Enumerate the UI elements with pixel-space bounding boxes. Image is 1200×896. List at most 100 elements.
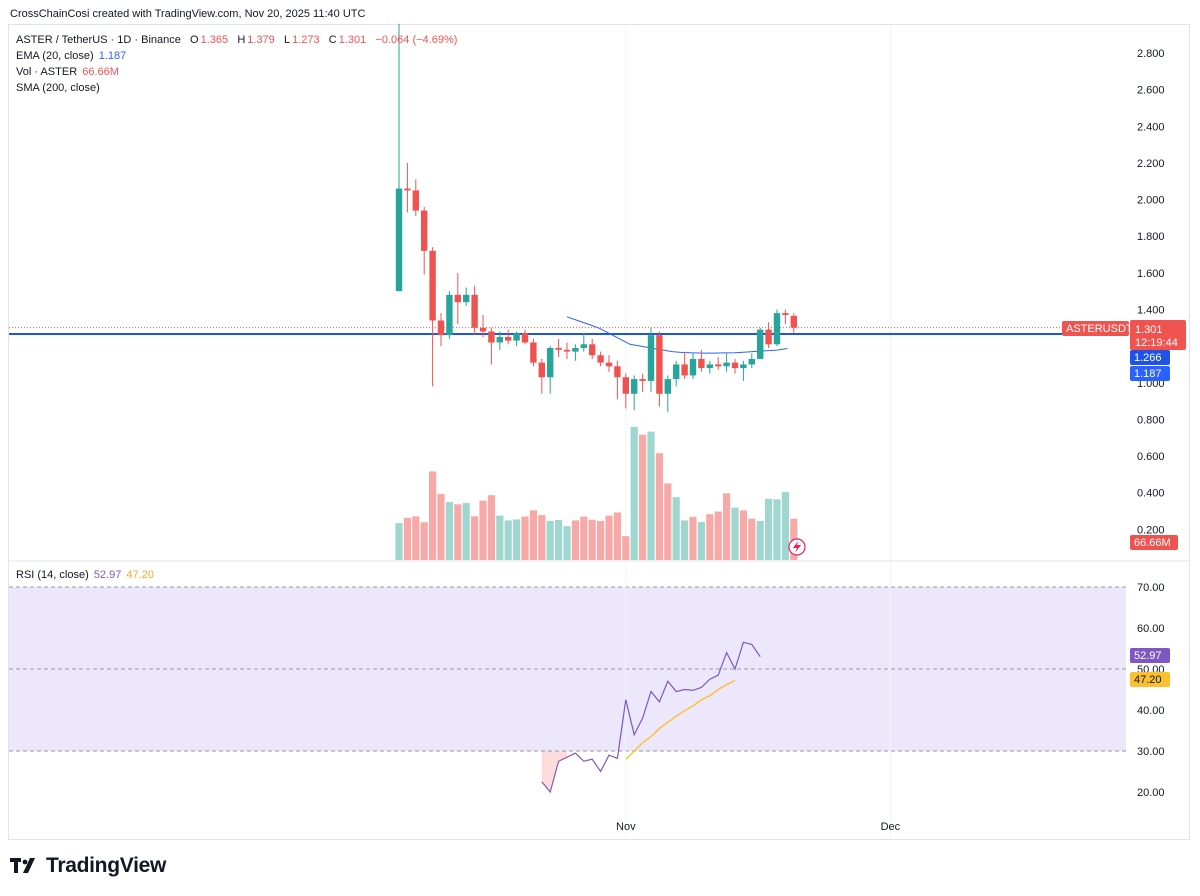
legend-change: −0.064 (−4.69%)	[375, 34, 458, 46]
legend-high-value: 1.379	[247, 34, 275, 46]
price-legend: ASTER / TetherUS · 1D · Binance O 1.365 H…	[16, 32, 457, 96]
volume-bar	[672, 497, 680, 560]
volume-bar	[765, 498, 773, 560]
price-tick-0.200: 0.200	[1137, 524, 1165, 536]
ema-20-line	[566, 316, 788, 354]
rsi-tick-40.00: 40.00	[1137, 705, 1165, 717]
volume-bar	[689, 516, 697, 560]
rsi-tick-60.00: 60.00	[1137, 623, 1165, 635]
last-price-badge-bg	[1130, 320, 1186, 350]
lightning-icon-bolt	[793, 541, 801, 553]
legend-ema-label: EMA (20, close)	[16, 50, 94, 62]
candle-body	[614, 366, 621, 378]
volume-bar	[513, 519, 521, 560]
candle-body	[765, 329, 772, 345]
volume-badge-bg	[1130, 535, 1178, 550]
candle-body	[773, 313, 781, 345]
legend-vol-value: 66.66M	[82, 66, 119, 78]
volume-bar	[395, 523, 403, 560]
volume-bar	[546, 520, 554, 560]
symbol-badge: ASTERUSDT	[1066, 323, 1133, 335]
volume-bar	[697, 522, 705, 560]
lightning-icon[interactable]	[788, 538, 806, 556]
legend-high-label: H	[237, 34, 246, 46]
volume-bar	[445, 501, 453, 560]
volume-bar	[622, 536, 630, 560]
price-tick-1.600: 1.600	[1137, 268, 1165, 280]
tradingview-logo-icon	[10, 858, 35, 873]
candle-body	[496, 336, 503, 343]
volume-bar	[647, 431, 655, 560]
candle-body	[639, 379, 646, 381]
volume-bar	[496, 515, 504, 560]
candle-body	[538, 362, 545, 378]
volume-bar	[521, 516, 529, 560]
rsi-badge: 52.97	[1134, 650, 1162, 662]
price-tick-2.800: 2.800	[1137, 48, 1165, 60]
candle-body	[395, 188, 403, 292]
candle-body	[421, 210, 428, 251]
volume-bar	[580, 516, 588, 560]
legend-close-label: C	[328, 34, 337, 46]
volume-bar	[454, 504, 462, 560]
volume-bar	[538, 515, 546, 560]
candle-body	[412, 190, 419, 211]
last-price-value: 1.301	[1135, 324, 1163, 336]
candle-body	[589, 344, 596, 356]
volume-bar	[437, 494, 445, 560]
candle-body	[748, 358, 755, 365]
legend-rsi-label: RSI (14, close)	[16, 569, 89, 581]
candle-body	[505, 336, 512, 341]
candle-body	[437, 320, 445, 336]
rsi-ma-badge: 47.20	[1134, 674, 1162, 686]
price-tick-1.800: 1.800	[1137, 231, 1165, 243]
tradingview-logo: TradingView	[10, 854, 166, 878]
candle-body	[547, 347, 554, 378]
price-tick-2.200: 2.200	[1137, 158, 1165, 170]
volume-bar	[429, 471, 437, 560]
legend-open-value: 1.365	[200, 34, 229, 46]
legend-rsi-ma-value: 47.20	[126, 569, 154, 581]
legend-ema-value: 1.187	[98, 50, 127, 62]
price-tick-0.400: 0.400	[1137, 488, 1165, 500]
price-tick-1.400: 1.400	[1137, 304, 1165, 316]
candle-body	[580, 344, 587, 348]
volume-bar	[555, 519, 563, 560]
volume-bar	[420, 522, 428, 560]
candle-body	[479, 327, 487, 332]
rsi-line	[541, 641, 761, 794]
volume-bar	[588, 519, 596, 560]
volume-bar	[714, 511, 722, 560]
chart-frame[interactable]	[8, 24, 1190, 840]
candle-body	[656, 335, 663, 394]
volume-bar	[613, 512, 621, 560]
legend-sma-label: SMA (200, close)	[16, 82, 100, 94]
candle-body	[605, 362, 613, 367]
time-tick-nov: Nov	[616, 821, 636, 833]
volume-bar	[605, 515, 613, 560]
candle-body	[530, 342, 537, 363]
rsi-badge-bg	[1130, 648, 1170, 663]
candle-body	[706, 364, 713, 369]
price-tick-2.000: 2.000	[1137, 195, 1165, 207]
candle-body	[681, 364, 688, 376]
volume-bar	[706, 514, 714, 560]
price-tick-2.400: 2.400	[1137, 121, 1165, 133]
rsi-ma-line	[625, 679, 736, 760]
candle-body	[446, 294, 453, 336]
legend-row-symbol: ASTER / TetherUS · 1D · Binance O 1.365 H…	[16, 32, 457, 48]
candle-body	[790, 315, 797, 328]
rsi-tick-70.00: 70.00	[1137, 582, 1165, 594]
volume-bar	[723, 493, 731, 560]
candle-body	[664, 379, 671, 394]
candle-body	[454, 294, 461, 303]
candle-body	[715, 364, 722, 367]
rsi-ma-badge-bg	[1130, 672, 1170, 687]
candle-body	[488, 331, 495, 343]
candle-body	[622, 377, 629, 394]
legend-low-value: 1.273	[292, 34, 320, 46]
volume-bar	[462, 502, 470, 560]
legend-open-label: O	[190, 34, 199, 46]
candle-body	[782, 313, 789, 315]
